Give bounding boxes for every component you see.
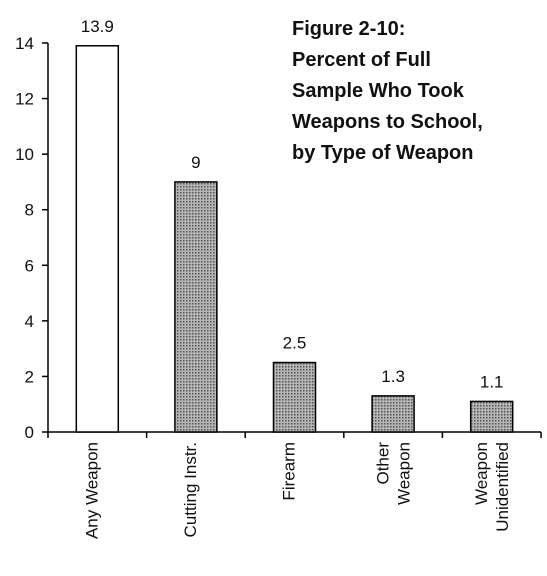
x-tick-label: Cutting Instr. — [181, 442, 200, 537]
y-tick-label: 8 — [25, 201, 34, 220]
y-tick-label: 4 — [25, 312, 34, 331]
y-tick-label: 14 — [15, 34, 34, 53]
y-tick-label: 2 — [25, 367, 34, 386]
x-tick-label: Any Weapon — [82, 442, 101, 539]
x-tick-label: Other Weapon — [374, 442, 414, 505]
bar — [272, 361, 317, 433]
value-label: 13.9 — [81, 17, 114, 36]
value-label: 1.3 — [381, 367, 405, 386]
x-tick-label: Weapon Unidentified — [472, 442, 512, 532]
y-tick-label: 12 — [15, 90, 34, 109]
y-tick-label: 0 — [25, 423, 34, 442]
y-tick-label: 10 — [15, 145, 34, 164]
value-label: 1.1 — [480, 372, 504, 391]
chart-title: Figure 2-10: Percent of Full Sample Who To… — [292, 18, 483, 164]
y-tick-label: 6 — [25, 256, 34, 275]
value-label: 9 — [191, 153, 200, 172]
x-tick-label: Firearm — [280, 442, 299, 501]
bar — [174, 181, 218, 433]
bar — [75, 45, 120, 433]
value-label: 2.5 — [283, 334, 307, 353]
bar — [469, 400, 514, 433]
bar — [371, 395, 415, 433]
